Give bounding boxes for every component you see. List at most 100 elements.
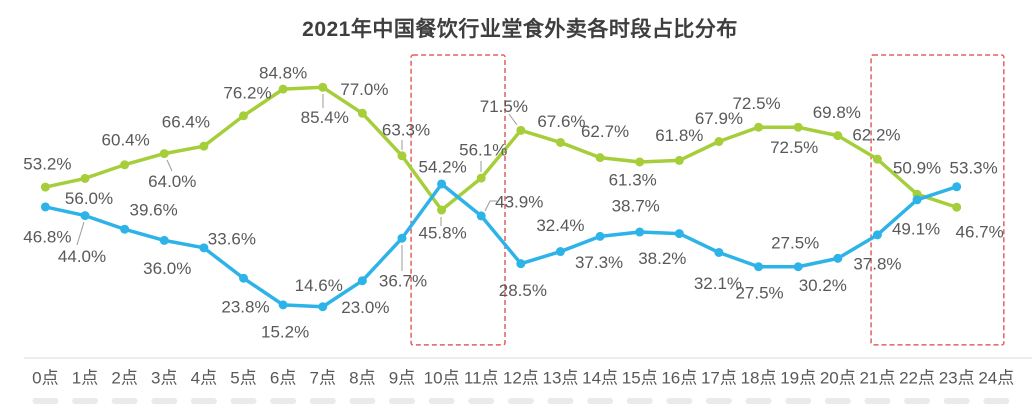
x-axis-label: 4点 xyxy=(191,369,217,388)
data-label-blue-series: 44.0% xyxy=(58,247,106,266)
data-point-blue-series xyxy=(239,273,248,283)
data-label-green-series: 61.8% xyxy=(655,126,703,145)
ghost-mark xyxy=(904,398,931,404)
data-point-blue-series xyxy=(793,262,803,272)
data-point-green-series xyxy=(159,149,169,159)
data-point-green-series xyxy=(318,82,328,92)
data-label-green-series: 77.0% xyxy=(340,80,388,99)
ghost-mark xyxy=(151,398,178,404)
data-label-green-series: 71.5% xyxy=(480,97,528,116)
data-point-blue-series xyxy=(912,195,922,205)
x-axis-label: 8点 xyxy=(349,369,375,388)
x-axis-label: 6点 xyxy=(270,369,296,388)
ghost-mark xyxy=(587,398,614,404)
x-axis-label: 13点 xyxy=(542,369,578,388)
data-point-green-series xyxy=(437,205,447,215)
data-point-blue-series xyxy=(674,229,684,239)
data-label-green-series: 46.7% xyxy=(956,223,1004,242)
x-axis-label: 23点 xyxy=(939,369,975,388)
data-point-blue-series xyxy=(199,243,209,253)
ghost-mark xyxy=(32,398,59,404)
data-label-blue-series: 49.1% xyxy=(892,219,940,238)
data-point-green-series xyxy=(674,155,684,165)
data-point-blue-series xyxy=(40,202,50,212)
data-point-green-series xyxy=(635,157,645,167)
x-axis-label: 10点 xyxy=(424,369,460,388)
data-label-blue-series: 54.2% xyxy=(418,157,466,176)
data-label-green-series: 67.6% xyxy=(537,112,585,131)
data-point-blue-series xyxy=(159,235,169,245)
data-label-blue-series: 37.8% xyxy=(853,254,901,273)
data-label-green-series: 61.3% xyxy=(609,170,657,189)
ghost-mark xyxy=(943,398,970,404)
x-axis-label: 18点 xyxy=(741,369,777,388)
x-axis-label: 2点 xyxy=(111,369,137,388)
data-point-green-series xyxy=(714,137,724,147)
data-label-green-series: 64.0% xyxy=(148,172,196,191)
data-point-blue-series xyxy=(872,230,882,240)
ghost-mark xyxy=(428,398,455,404)
data-point-green-series xyxy=(793,122,803,132)
data-label-green-series: 62.7% xyxy=(581,122,629,141)
data-label-blue-series: 37.3% xyxy=(575,253,623,272)
x-axis-label: 14点 xyxy=(582,369,618,388)
data-point-blue-series xyxy=(595,231,605,241)
data-label-green-series: 53.2% xyxy=(23,155,71,174)
ghost-mark xyxy=(666,398,693,404)
data-point-blue-series xyxy=(714,247,724,257)
ghost-mark xyxy=(72,398,99,404)
data-label-green-series: 62.2% xyxy=(852,126,900,145)
ghost-mark xyxy=(468,398,495,404)
ghost-mark xyxy=(983,398,1010,404)
data-label-blue-series: 14.6% xyxy=(295,276,343,295)
data-label-blue-series: 23.8% xyxy=(221,298,269,317)
ghost-mark xyxy=(745,398,772,404)
ghost-mark xyxy=(230,398,257,404)
ghost-mark xyxy=(626,398,653,404)
data-label-green-series: 56.0% xyxy=(65,189,113,208)
x-axis-label: 9点 xyxy=(389,369,415,388)
data-label-green-series: 85.4% xyxy=(301,108,349,127)
x-axis-label: 19点 xyxy=(780,369,816,388)
data-label-blue-series: 36.0% xyxy=(143,259,191,278)
ghost-mark xyxy=(864,398,891,404)
ghost-mark xyxy=(785,398,812,404)
data-label-blue-series: 38.2% xyxy=(638,249,686,268)
x-axis-label: 3点 xyxy=(151,369,177,388)
data-point-blue-series xyxy=(555,247,565,257)
series-line-blue-series xyxy=(43,182,959,309)
data-label-blue-series: 28.5% xyxy=(499,281,547,300)
data-label-blue-series: 30.2% xyxy=(799,276,847,295)
ghost-mark xyxy=(824,398,851,404)
data-label-green-series: 50.9% xyxy=(893,159,941,178)
data-point-green-series xyxy=(397,151,407,161)
data-point-blue-series xyxy=(754,262,764,272)
data-point-green-series xyxy=(516,125,526,135)
x-axis-label: 15点 xyxy=(622,369,658,388)
data-point-green-series xyxy=(278,84,288,94)
data-point-blue-series xyxy=(476,211,486,221)
data-label-green-series: 66.4% xyxy=(162,113,210,132)
data-label-green-series: 67.9% xyxy=(695,109,743,128)
x-axis-label: 21点 xyxy=(859,369,895,388)
data-point-blue-series xyxy=(80,211,90,221)
highlight-box xyxy=(870,54,1005,346)
data-point-green-series xyxy=(80,173,90,183)
x-axis-label: 0点 xyxy=(32,369,58,388)
data-label-green-series: 60.4% xyxy=(102,130,150,149)
data-label-blue-series: 39.6% xyxy=(130,201,178,220)
data-point-green-series xyxy=(952,202,962,212)
data-label-blue-series: 32.1% xyxy=(694,274,742,293)
data-label-green-series: 45.8% xyxy=(418,224,466,243)
data-label-blue-series: 36.7% xyxy=(379,272,427,291)
data-point-green-series xyxy=(239,111,248,121)
data-point-blue-series xyxy=(516,259,526,269)
ghost-mark xyxy=(349,398,376,404)
data-label-blue-series: 46.8% xyxy=(23,227,71,246)
ghost-mark xyxy=(309,398,336,404)
x-axis-label: 20点 xyxy=(820,369,856,388)
data-label-green-series: 56.1% xyxy=(459,141,507,160)
data-point-green-series xyxy=(833,131,843,141)
data-point-green-series xyxy=(357,108,367,118)
